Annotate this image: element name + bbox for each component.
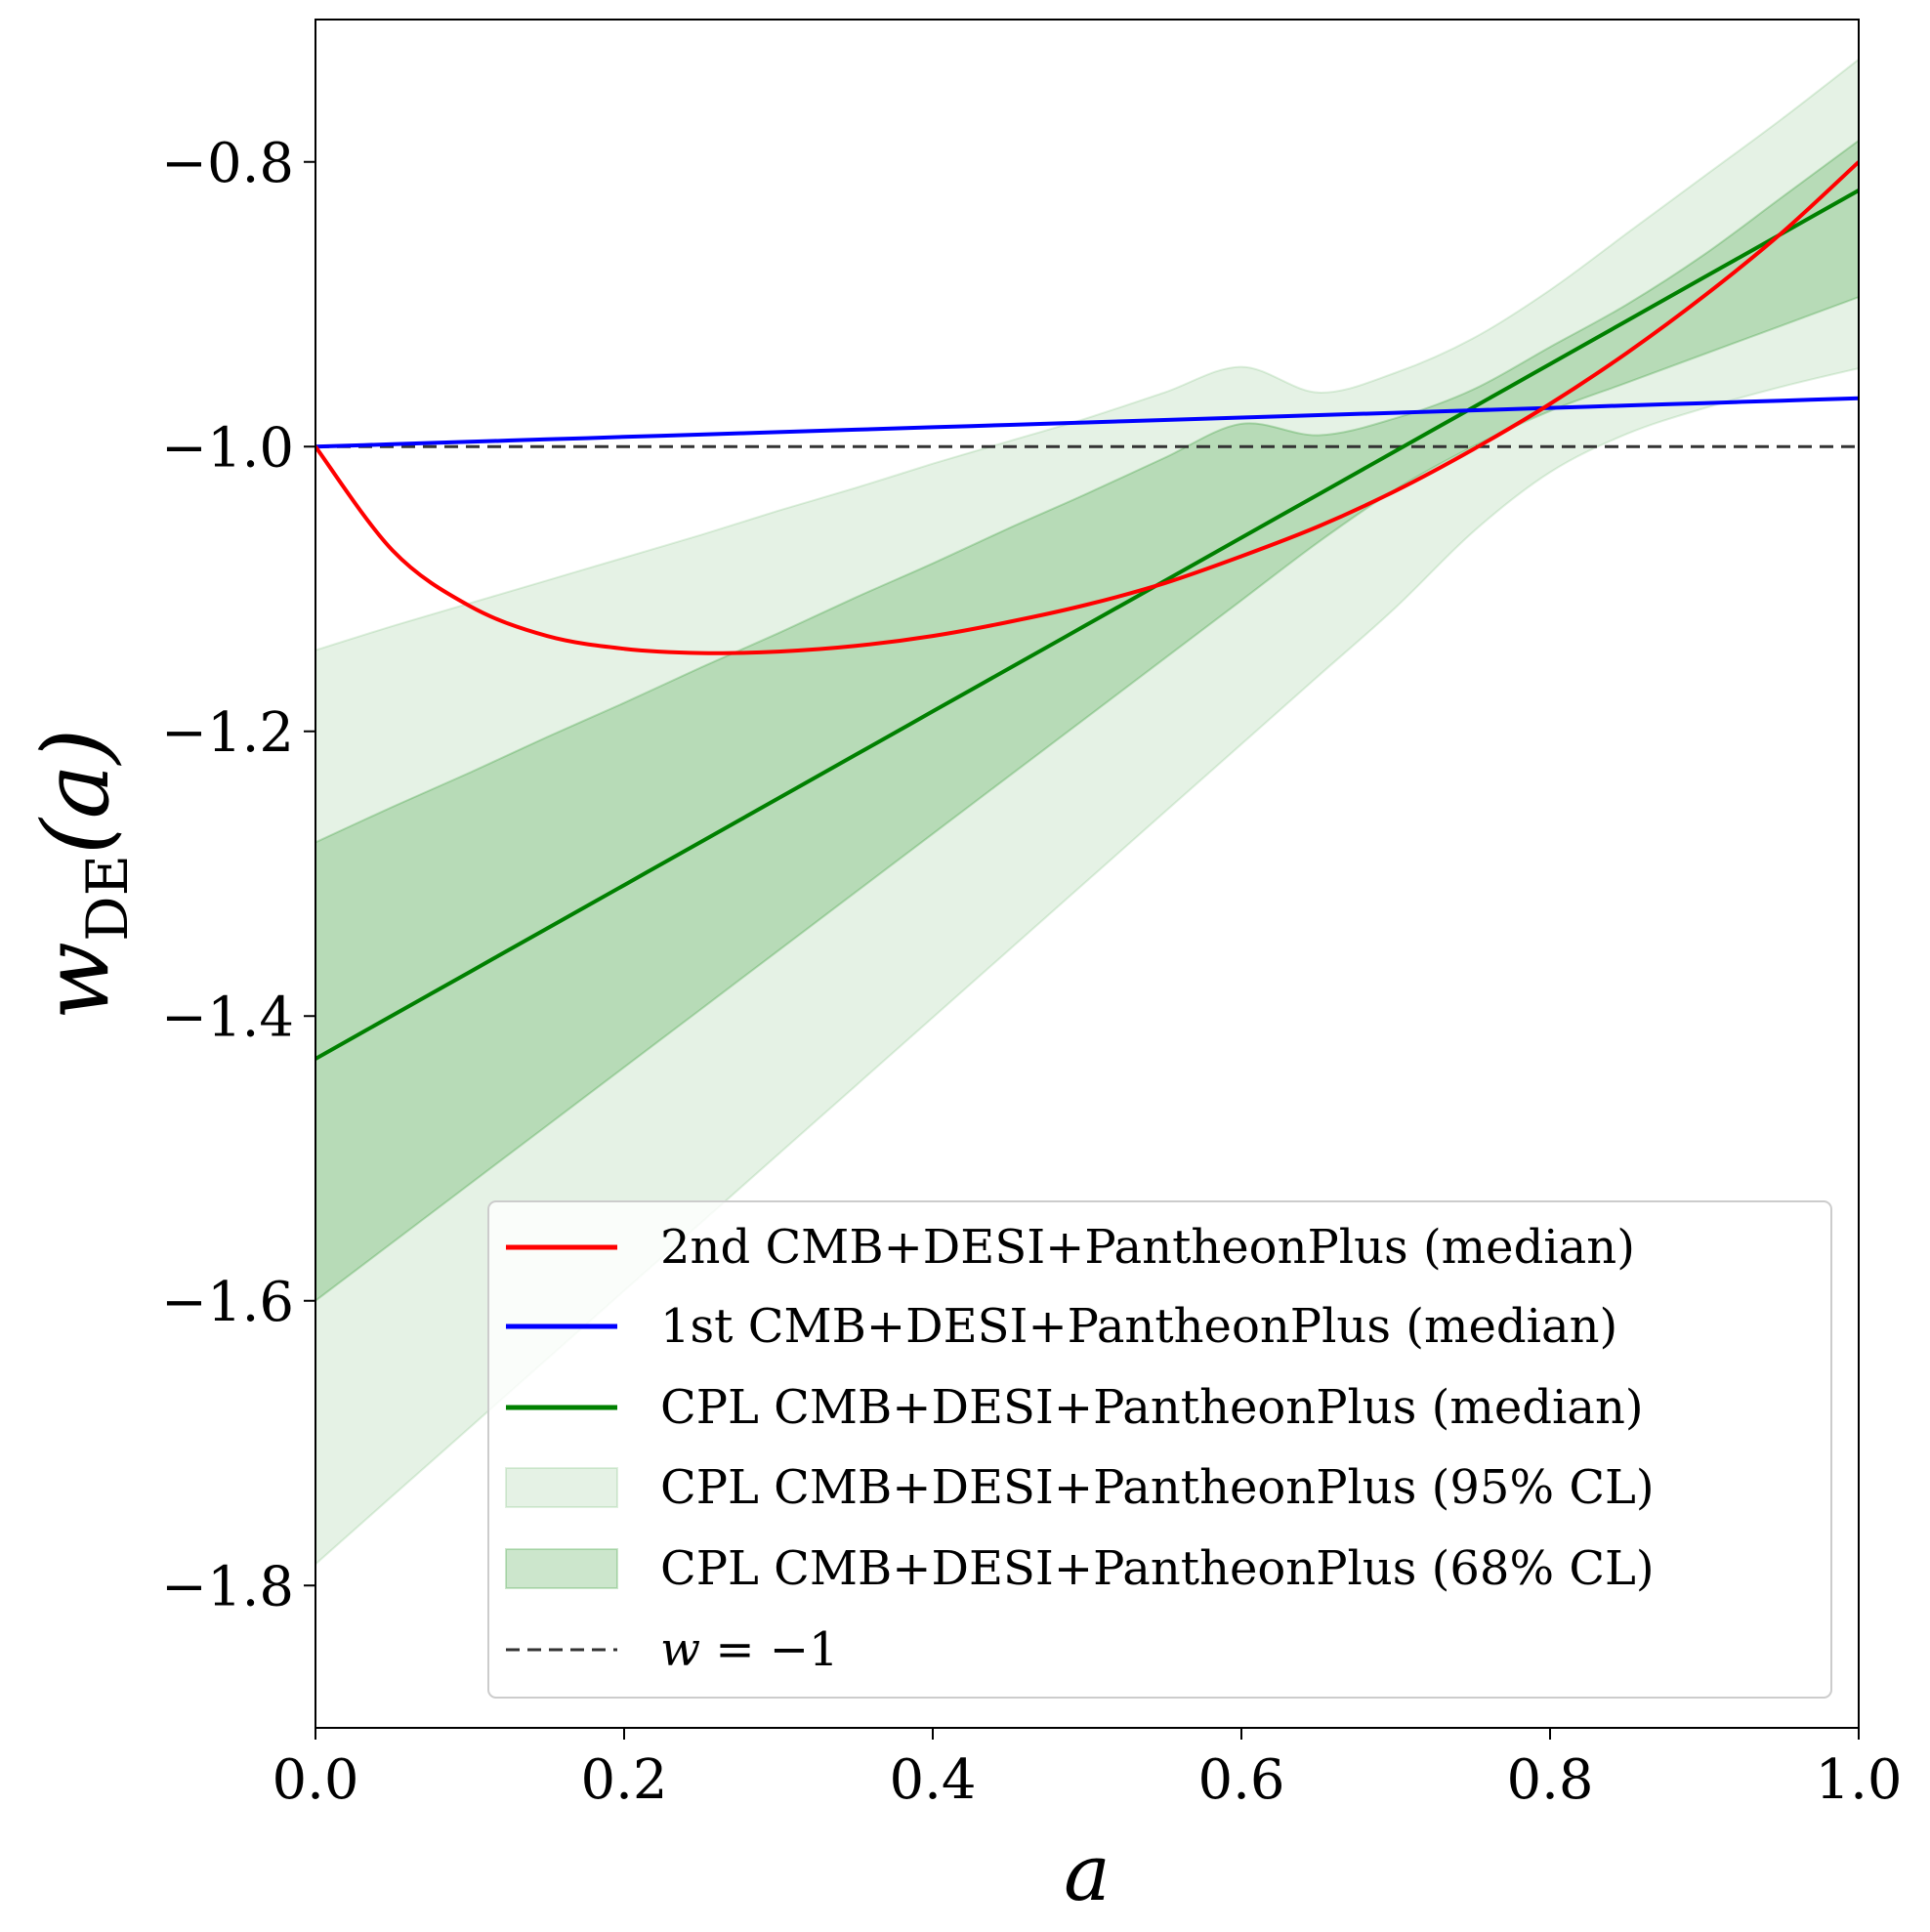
legend-swatch-cpl-95 bbox=[505, 1467, 618, 1508]
x-tick-label: 0.2 bbox=[580, 1748, 667, 1812]
series-line-1st-median bbox=[315, 396, 1859, 449]
legend-label-cpl-95: CPL CMB+DESI+PantheonPlus (95% CL) bbox=[660, 1460, 1655, 1515]
y-tick-label: −1.6 bbox=[161, 1271, 294, 1334]
legend-label-1st-median: 1st CMB+DESI+PantheonPlus (median) bbox=[660, 1299, 1617, 1354]
x-tick-label: 1.0 bbox=[1815, 1748, 1902, 1812]
x-tick-label: 0.0 bbox=[272, 1748, 358, 1812]
y-axis-title-subscript: DE bbox=[74, 855, 141, 942]
axis-ticks: 0.0 0.2 0.4 0.6 0.8 1.0 −0.8 −1.0 −1.2 −1.4 −1.6 −1… bbox=[161, 132, 1903, 1812]
series-line-2nd-median bbox=[315, 160, 1859, 655]
legend-label-w-symbol: w bbox=[660, 1622, 700, 1677]
legend-frame bbox=[487, 1200, 1832, 1699]
y-axis-title: wDE(a) bbox=[23, 729, 141, 1021]
band-cpl-95 bbox=[315, 58, 1859, 1566]
legend-label-2nd-median: 2nd CMB+DESI+PantheonPlus (median) bbox=[660, 1220, 1635, 1275]
legend-label-w-value: = −1 bbox=[700, 1622, 839, 1677]
y-axis-title-argument: (a) bbox=[23, 729, 130, 855]
series-line-cpl-median bbox=[315, 189, 1859, 1061]
legend-label-w-minus-one: w = −1 bbox=[660, 1622, 839, 1677]
x-tick-label: 0.8 bbox=[1506, 1748, 1593, 1812]
legend-label-cpl-68: CPL CMB+DESI+PantheonPlus (68% CL) bbox=[660, 1541, 1655, 1596]
y-tick-label: −1.0 bbox=[161, 416, 294, 480]
plot-area bbox=[315, 58, 1859, 1566]
band-cpl-68 bbox=[315, 139, 1859, 1303]
y-tick-label: −1.8 bbox=[161, 1555, 294, 1618]
y-tick-label: −0.8 bbox=[161, 132, 294, 195]
x-tick-label: 0.4 bbox=[889, 1748, 976, 1812]
y-tick-label: −1.4 bbox=[161, 986, 294, 1049]
legend: 2nd CMB+DESI+PantheonPlus (median) 1st C… bbox=[487, 1200, 1832, 1699]
legend-swatch-cpl-68 bbox=[505, 1548, 618, 1589]
plot-frame bbox=[315, 19, 1860, 1729]
legend-label-cpl-median: CPL CMB+DESI+PantheonPlus (median) bbox=[660, 1380, 1644, 1435]
y-axis-title-symbol: w bbox=[23, 942, 130, 1020]
x-tick-label: 0.6 bbox=[1197, 1748, 1284, 1812]
y-tick-label: −1.2 bbox=[161, 701, 294, 765]
x-axis-title: a bbox=[1064, 1827, 1111, 1918]
